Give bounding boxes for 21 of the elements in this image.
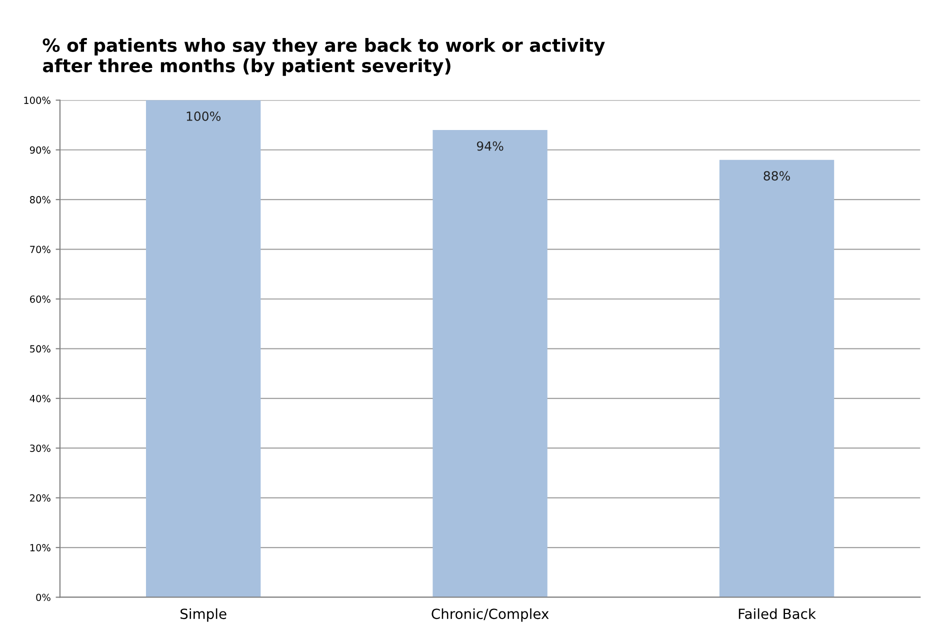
y-tick-label: 20% xyxy=(30,494,50,502)
x-tick-label: Failed Back xyxy=(738,608,816,620)
y-tick-label: 30% xyxy=(30,444,50,452)
y-tick-label: 0% xyxy=(36,594,50,602)
y-tick-label: 70% xyxy=(30,246,50,254)
bar xyxy=(146,100,261,598)
y-tick-label: 100% xyxy=(24,96,50,104)
y-tick-label: 50% xyxy=(30,345,50,353)
y-tick-label: 40% xyxy=(30,394,50,402)
bar xyxy=(719,160,834,598)
chart-title: % of patients who say they are back to work or activity after three months (by patient severity) xyxy=(42,38,605,76)
bar xyxy=(432,130,548,598)
x-tick-label: Chronic/Complex xyxy=(432,608,549,622)
y-tick-label: 80% xyxy=(30,196,50,204)
y-tick-label: 60% xyxy=(30,295,50,303)
y-tick-label: 90% xyxy=(30,146,50,154)
data-label: 94% xyxy=(476,141,504,151)
y-tick-label: 10% xyxy=(30,544,50,552)
data-label: 88% xyxy=(764,171,790,181)
x-tick-label: Simple xyxy=(180,608,226,622)
data-label: 100% xyxy=(186,112,221,121)
